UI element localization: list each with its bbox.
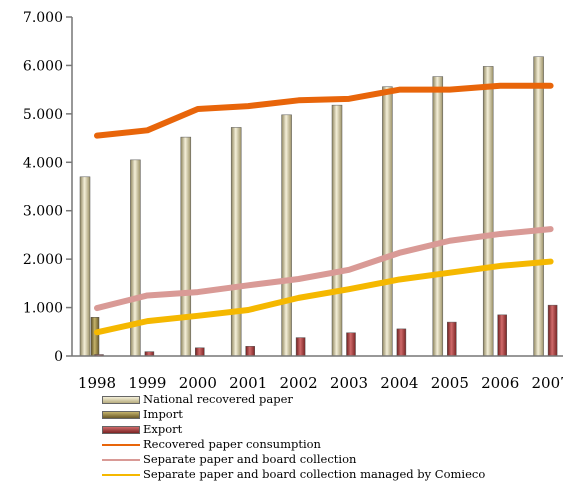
y-tick-label-2.000: 2.000 (23, 252, 63, 268)
x-tick-label-2002: 2002 (280, 374, 318, 392)
y-tick-label-5.000: 5.000 (23, 107, 63, 123)
x-tick-label-2005: 2005 (431, 374, 469, 392)
bar-export-2003 (346, 332, 356, 357)
legend-swatch-comieco (102, 473, 140, 476)
bar-national-1998 (79, 176, 91, 357)
y-tick-label-1.000: 1.000 (23, 301, 63, 317)
legend-swatch-import (102, 410, 140, 419)
bar-export-2002 (295, 337, 306, 357)
bar-national-2007 (533, 56, 544, 357)
x-tick-label-1998: 1998 (78, 374, 116, 392)
y-tick-label-4.000: 4.000 (23, 155, 63, 171)
axes-layer: 0 1.000 2.000 3.000 4.000 5.000 6.000 7.000 1998… (23, 10, 563, 392)
legend-label-import: Import (143, 407, 183, 421)
bar-export-2005 (447, 321, 457, 357)
x-tick-label-2007: 2007 (532, 374, 563, 392)
line-collection (94, 226, 554, 312)
y-tick-label-3.000: 3.000 (23, 204, 63, 220)
y-tick-label-6.000: 6.000 (23, 58, 63, 74)
x-tick-label-2004: 2004 (380, 374, 418, 392)
y-tick-label-7.000: 7.000 (23, 10, 63, 26)
legend-label-collection: Separate paper and board collection (143, 452, 357, 466)
bar-national-2001 (230, 127, 242, 357)
legend-swatch-export (102, 425, 140, 434)
bar-national-2006 (482, 66, 494, 357)
bar-export-2000 (195, 347, 205, 357)
bar-import-1998 (90, 317, 100, 357)
bar-national-2004 (382, 86, 393, 357)
line-comieco (94, 258, 554, 336)
legend-item-comieco: Separate paper and board collection mana… (102, 467, 522, 482)
bar-export-2007 (547, 304, 558, 357)
x-tick-label-2000: 2000 (179, 374, 217, 392)
legend: National recovered paper Import Export R… (102, 392, 522, 482)
line-consumption (94, 82, 554, 139)
bar-export-2006 (497, 314, 507, 357)
legend-item-consumption: Recovered paper consumption (102, 437, 522, 452)
bar-national-2003 (331, 104, 343, 357)
bars-layer (79, 56, 558, 357)
x-tick-label-1999: 1999 (128, 374, 166, 392)
x-tick-label-2001: 2001 (229, 374, 267, 392)
legend-label-national: National recovered paper (143, 392, 293, 406)
legend-swatch-consumption (102, 443, 140, 446)
legend-item-import: Import (102, 407, 522, 422)
x-tick-label-2003: 2003 (330, 374, 368, 392)
legend-item-collection: Separate paper and board collection (102, 452, 522, 467)
legend-swatch-collection (102, 458, 140, 461)
bar-export-2001 (245, 346, 255, 357)
legend-label-export: Export (143, 422, 183, 436)
legend-label-consumption: Recovered paper consumption (143, 437, 321, 451)
bar-national-2002 (281, 114, 292, 357)
bar-national-2000 (180, 136, 192, 357)
y-tick-label-0: 0 (54, 349, 63, 365)
legend-label-comieco: Separate paper and board collection mana… (143, 467, 486, 481)
legend-swatch-national (102, 395, 140, 404)
legend-item-national-recovered-paper: National recovered paper (102, 392, 522, 407)
bar-national-2005 (432, 76, 444, 357)
legend-item-export: Export (102, 422, 522, 437)
lines-layer (94, 82, 554, 336)
x-tick-label-2006: 2006 (481, 374, 519, 392)
bar-export-2004 (396, 328, 407, 357)
